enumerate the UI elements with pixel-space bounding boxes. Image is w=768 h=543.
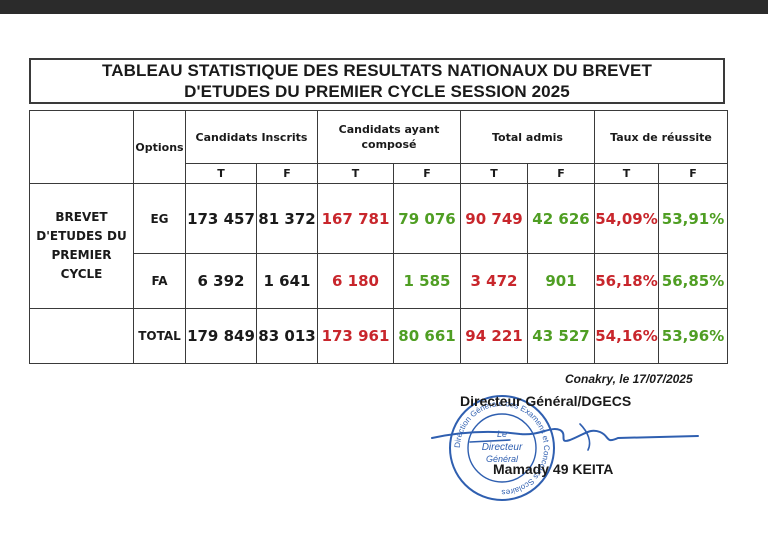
place-date: Conakry, le 17/07/2025 xyxy=(565,372,693,386)
header-options: Options xyxy=(133,110,186,184)
cell-taux-f: 53,96% xyxy=(657,308,729,364)
header-candidats-inscrits: Candidats Inscrits xyxy=(185,110,318,164)
empty-cell xyxy=(29,308,134,364)
results-table: Options Candidats Inscrits Candidats aya… xyxy=(29,110,729,364)
option-label: TOTAL xyxy=(133,308,186,364)
cell-admis-f: 42 626 xyxy=(527,183,595,254)
subheader-t: T xyxy=(460,163,528,184)
title-line-1: TABLEAU STATISTIQUE DES RESULTATS NATION… xyxy=(102,61,652,80)
svg-text:Directeur: Directeur xyxy=(482,442,523,453)
cell-compose-f: 1 585 xyxy=(393,253,461,309)
signatory-name: Mamady 49 KEITA xyxy=(493,461,614,477)
cell-compose-t: 167 781 xyxy=(317,183,394,254)
cell-taux-t: 56,18% xyxy=(594,253,659,309)
subheader-f: F xyxy=(527,163,595,184)
cell-inscrits-t: 179 849 xyxy=(185,308,257,364)
svg-text:Le: Le xyxy=(497,429,507,439)
table-row: FA 6 392 1 641 6 180 1 585 3 472 901 56,… xyxy=(30,253,729,309)
subheader-f: F xyxy=(256,163,318,184)
header-taux-reussite: Taux de réussite xyxy=(593,110,729,164)
svg-text:Général: Général xyxy=(486,454,519,464)
cell-compose-t: 6 180 xyxy=(317,253,394,309)
table-corner xyxy=(29,110,134,184)
row-label-brevet: BREVET D'ETUDES DU PREMIER CYCLE xyxy=(29,183,134,309)
cell-inscrits-f: 1 641 xyxy=(256,253,318,309)
official-stamp: Direction Générale des Examens et Concou… xyxy=(449,395,555,501)
subheader-t: T xyxy=(185,163,257,184)
header-total-admis: Total admis xyxy=(460,110,595,164)
option-label: FA xyxy=(133,253,186,309)
cell-compose-t: 173 961 xyxy=(317,308,394,364)
cell-taux-t: 54,16% xyxy=(594,308,659,364)
cell-compose-f: 80 661 xyxy=(393,308,461,364)
cell-admis-t: 90 749 xyxy=(460,183,528,254)
cell-inscrits-t: 173 457 xyxy=(185,183,257,254)
director-title: Directeur Général/DGECS xyxy=(460,393,632,409)
cell-admis-t: 3 472 xyxy=(460,253,528,309)
handwritten-signature xyxy=(431,423,699,451)
cell-inscrits-f: 81 372 xyxy=(256,183,318,254)
cell-compose-f: 79 076 xyxy=(393,183,461,254)
option-label: EG xyxy=(133,183,186,254)
cell-taux-f: 56,85% xyxy=(657,253,729,309)
cell-taux-f: 53,91% xyxy=(657,183,729,254)
subheader-t: T xyxy=(317,163,394,184)
document-title: TABLEAU STATISTIQUE DES RESULTATS NATION… xyxy=(29,58,725,104)
table-row: TOTAL 179 849 83 013 173 961 80 661 94 2… xyxy=(29,308,729,364)
cell-taux-t: 54,09% xyxy=(594,183,659,254)
header-candidats-ayant-compose: Candidats ayant composé xyxy=(317,110,461,164)
cell-inscrits-t: 6 392 xyxy=(185,253,257,309)
top-dark-bar xyxy=(0,0,768,14)
table-row: BREVET D'ETUDES DU PREMIER CYCLE EG 173 … xyxy=(29,183,729,309)
cell-admis-f: 901 xyxy=(527,253,595,309)
title-line-2: D'ETUDES DU PREMIER CYCLE SESSION 2025 xyxy=(184,82,570,101)
subheader-f: F xyxy=(393,163,461,184)
subheader-f: F xyxy=(657,163,729,184)
cell-admis-f: 43 527 xyxy=(527,308,595,364)
cell-inscrits-f: 83 013 xyxy=(256,308,318,364)
cell-admis-t: 94 221 xyxy=(460,308,528,364)
subheader-t: T xyxy=(594,163,659,184)
